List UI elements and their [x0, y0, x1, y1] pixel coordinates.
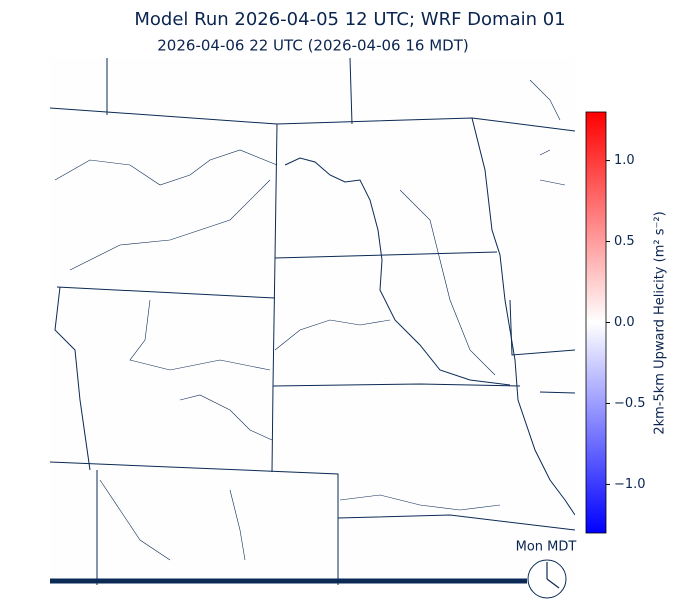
- colorbar-label: 2km-5km Upward Helicity (m² s⁻²): [653, 211, 668, 434]
- colorbar-tick-label: 0.0: [614, 315, 635, 330]
- colorbar: [585, 111, 607, 534]
- colorbar-tick-label: 0.5: [614, 234, 635, 249]
- clock-hand: [546, 578, 560, 589]
- clock-label: Mon MDT: [516, 540, 577, 555]
- colorbar-tick-label: −1.0: [614, 477, 646, 492]
- map: [50, 58, 575, 585]
- colorbar-tick-label: −0.5: [614, 396, 646, 411]
- colorbar-tick-label: 1.0: [614, 153, 635, 168]
- subtitle: 2026-04-06 22 UTC (2026-04-06 16 MDT): [157, 37, 468, 55]
- title: Model Run 2026-04-05 12 UTC; WRF Domain …: [134, 9, 565, 30]
